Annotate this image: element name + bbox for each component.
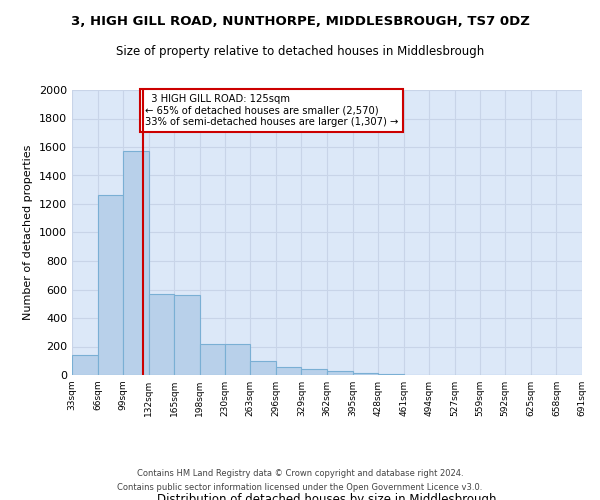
Text: Size of property relative to detached houses in Middlesbrough: Size of property relative to detached ho… <box>116 45 484 58</box>
Text: 3 HIGH GILL ROAD: 125sqm
← 65% of detached houses are smaller (2,570)
33% of sem: 3 HIGH GILL ROAD: 125sqm ← 65% of detach… <box>145 94 398 128</box>
Bar <box>250 362 276 375</box>
Bar <box>276 367 301 375</box>
Text: Contains public sector information licensed under the Open Government Licence v3: Contains public sector information licen… <box>118 484 482 492</box>
Bar <box>301 370 327 375</box>
Bar <box>98 194 123 375</box>
Bar <box>200 344 226 375</box>
Bar <box>378 374 404 375</box>
Bar <box>353 373 378 375</box>
Bar <box>327 372 353 375</box>
Y-axis label: Number of detached properties: Number of detached properties <box>23 145 34 320</box>
Bar <box>149 294 175 375</box>
Bar <box>175 295 200 375</box>
Bar <box>72 355 98 375</box>
Bar <box>123 150 149 375</box>
X-axis label: Distribution of detached houses by size in Middlesbrough: Distribution of detached houses by size … <box>157 492 497 500</box>
Text: 3, HIGH GILL ROAD, NUNTHORPE, MIDDLESBROUGH, TS7 0DZ: 3, HIGH GILL ROAD, NUNTHORPE, MIDDLESBRO… <box>71 15 529 28</box>
Text: Contains HM Land Registry data © Crown copyright and database right 2024.: Contains HM Land Registry data © Crown c… <box>137 468 463 477</box>
Bar <box>224 344 250 375</box>
